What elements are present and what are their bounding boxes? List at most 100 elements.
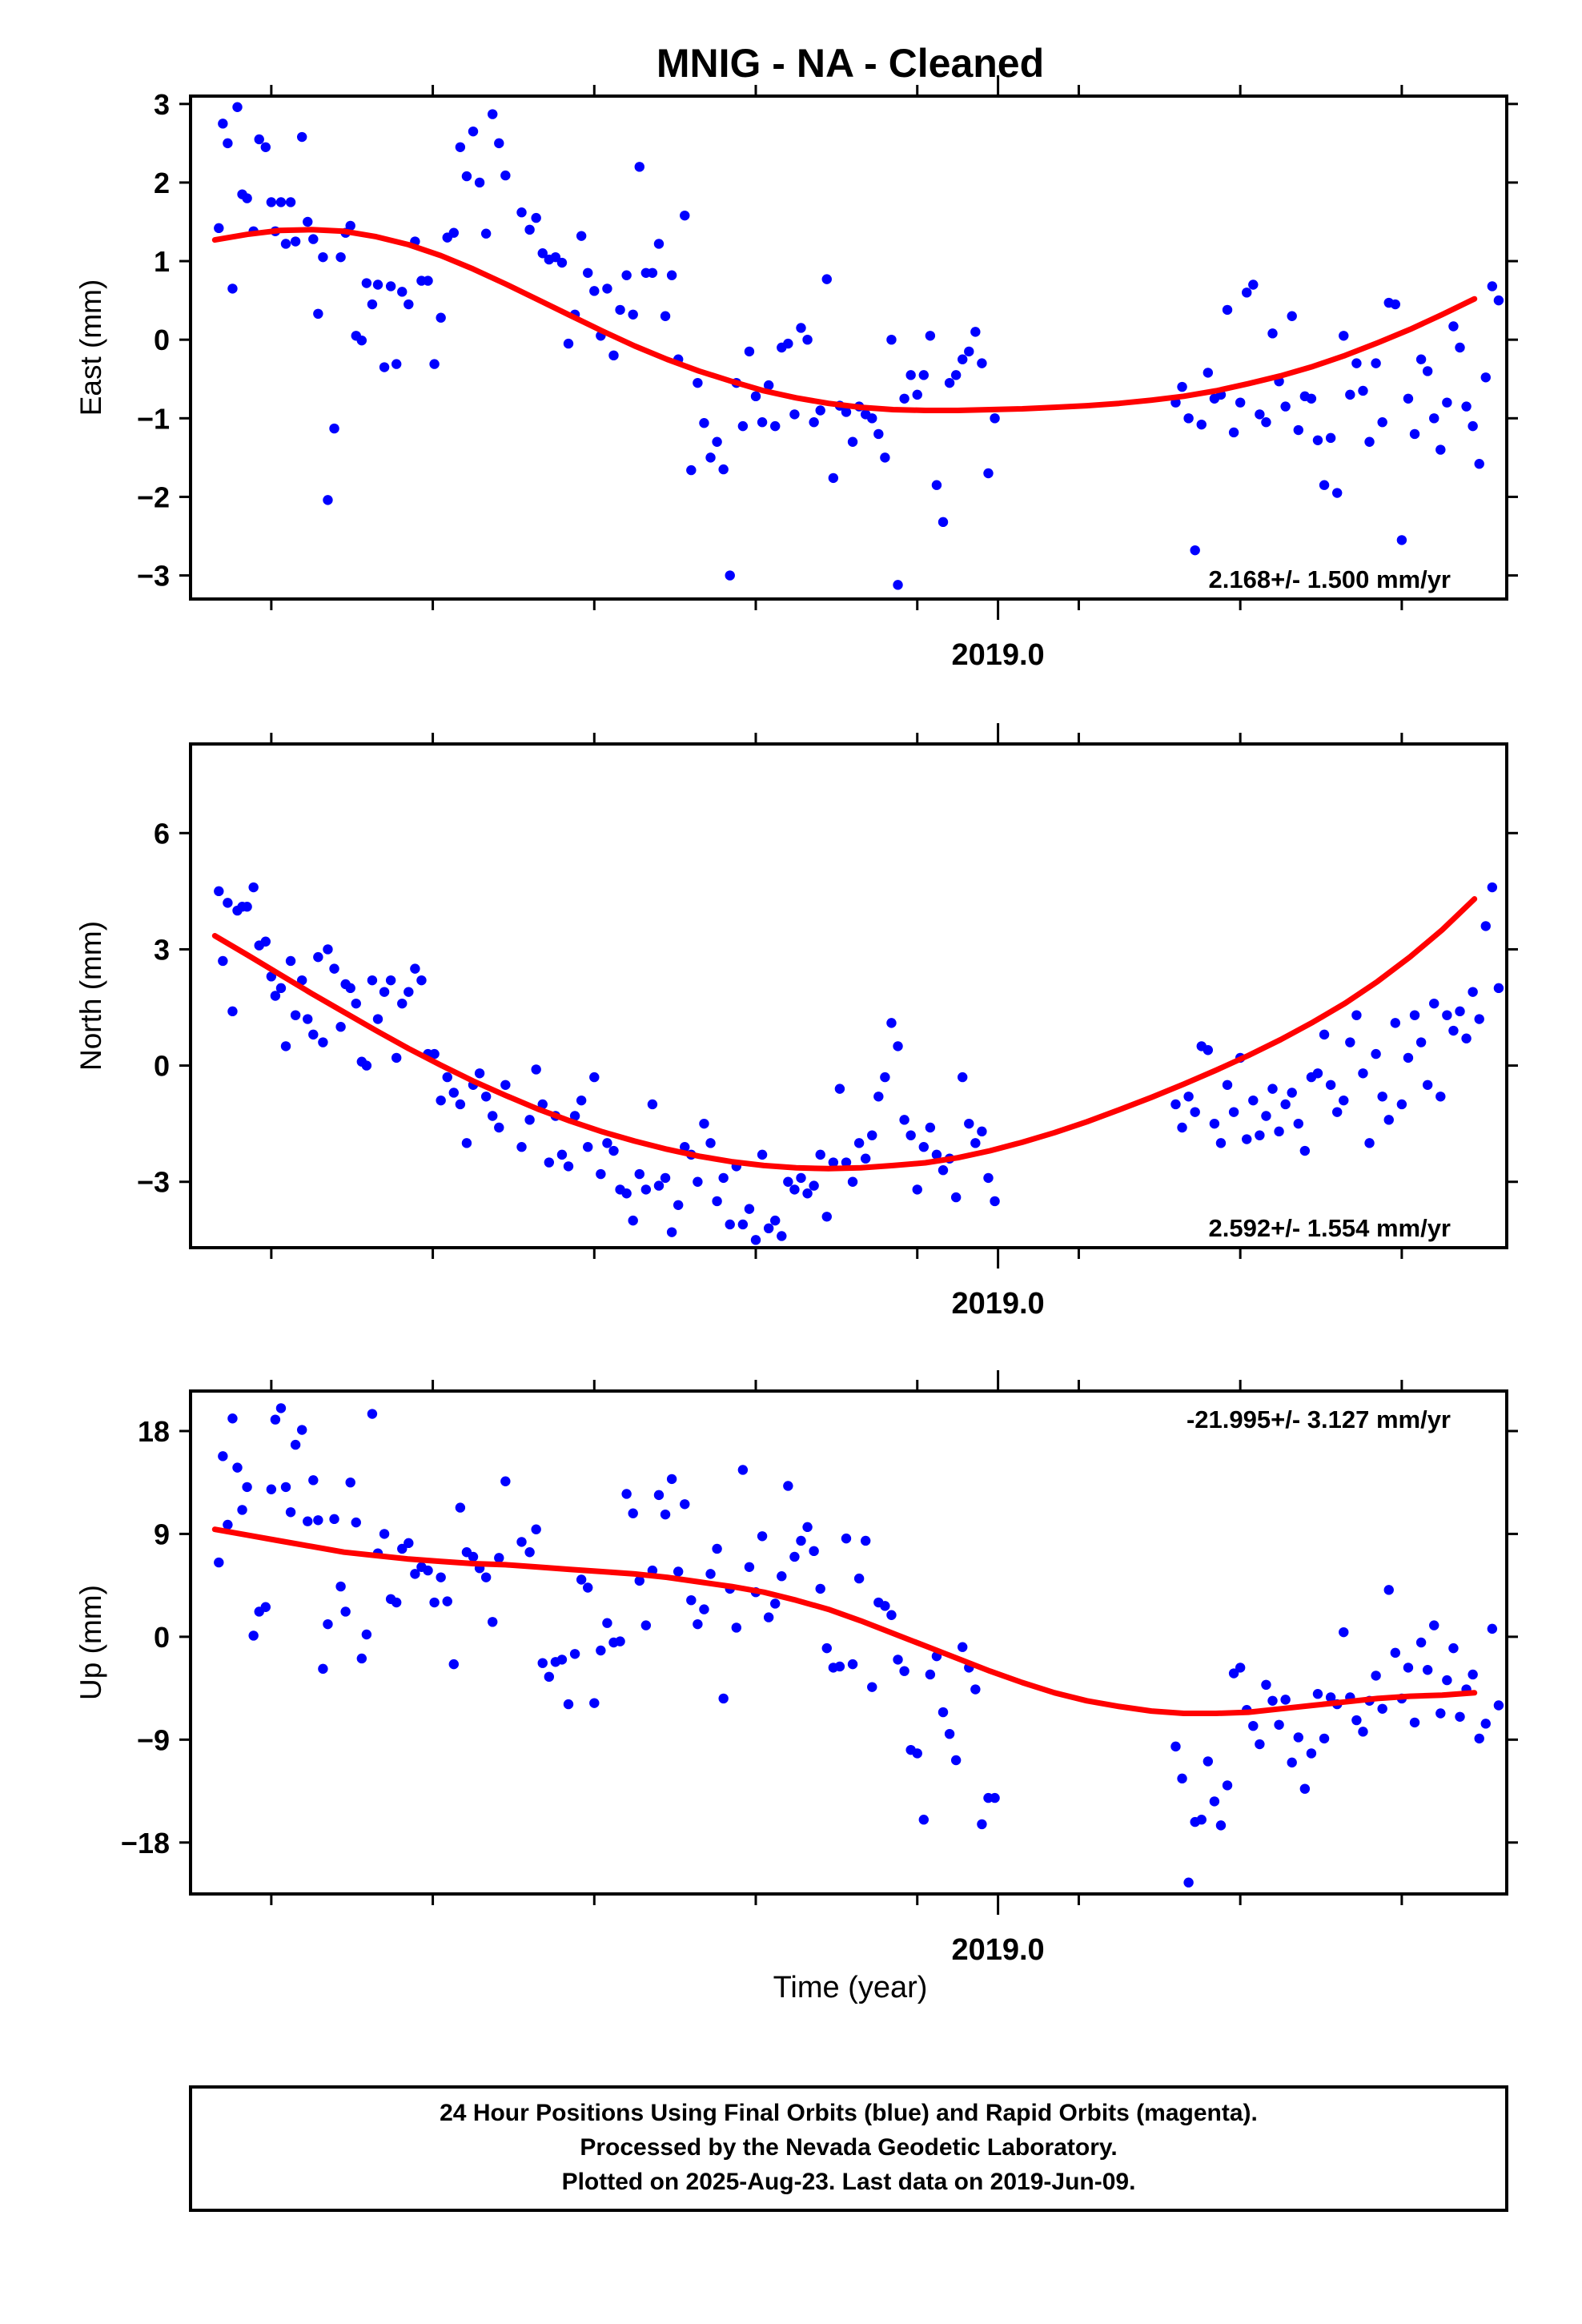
up-point [500,1476,511,1486]
up-point [227,1413,238,1424]
up-point [938,1707,949,1718]
east-ytick-label: 1 [154,245,170,278]
up-point [214,1557,224,1568]
footer-line-2: Processed by the Nevada Geodetic Laborat… [580,2134,1117,2161]
x-axis-label: Time (year) [773,1971,928,2004]
east-point [1339,331,1349,341]
east-point [266,197,277,207]
up-point [1293,1732,1303,1743]
up-point [448,1659,459,1670]
up-point [494,1553,504,1563]
north-point [583,1142,593,1152]
north-point [660,1172,671,1184]
north-point [290,1010,301,1020]
north-point [372,1014,383,1024]
east-point [1177,381,1187,392]
east-point [1468,420,1478,432]
up-point [958,1642,968,1652]
east-point [796,323,806,333]
north-point [990,1196,1000,1207]
north-point [335,1022,346,1032]
north-point [815,1149,825,1160]
east-point [1396,535,1407,545]
east-point [1409,428,1420,440]
north-point [634,1168,644,1180]
up-points [214,1403,1504,1888]
east-point [725,570,735,581]
east-point [550,251,561,263]
north-point [323,944,333,955]
east-point [500,170,511,181]
north-point [886,1018,897,1028]
north-point [544,1157,555,1168]
north-point [569,1111,580,1121]
east-point [404,299,414,310]
north-point [296,975,307,986]
up-point [712,1543,722,1554]
north-point [537,1099,548,1110]
up-point [596,1645,606,1656]
up-point [423,1565,433,1576]
east-point [964,346,974,357]
north-point [556,1149,568,1160]
up-point [345,1477,355,1488]
east-point [1293,424,1303,436]
east-point [372,279,383,290]
north-point [983,1172,994,1184]
east-point [223,138,233,149]
up-point [266,1484,277,1494]
east-point [944,377,955,388]
up-point [1170,1741,1181,1752]
up-point [1358,1727,1368,1737]
east-point [1255,409,1265,420]
up-point [1196,1815,1207,1825]
east-point [1203,368,1214,378]
up-point [789,1551,800,1562]
up-point [232,1462,243,1473]
east-point [227,283,238,294]
east-point [950,370,962,380]
up-point [1415,1637,1427,1648]
north-point [303,1014,313,1024]
up-point [436,1572,446,1582]
east-point [1429,413,1439,424]
east-point [789,409,800,420]
east-point [809,417,819,428]
up-point [1377,1703,1387,1714]
north-point [1377,1092,1387,1102]
east-ytick-label: −3 [137,560,170,593]
north-point [680,1142,690,1152]
east-ytick-label: −2 [137,480,170,513]
east-ytick-label: −1 [137,402,170,435]
up-point [867,1682,877,1692]
up-point [468,1551,479,1562]
up-point [563,1699,574,1710]
up-point [356,1653,367,1664]
north-point [653,1180,665,1191]
east-point [285,197,296,207]
up-point [925,1669,936,1680]
east-point [1228,427,1239,438]
up-point [367,1409,378,1419]
north-point [1396,1099,1407,1110]
up-frame [189,1389,1508,1896]
up-point [1480,1719,1491,1729]
east-y-axis-label: East (mm) [74,279,107,416]
north-ytick-label: 6 [154,817,170,850]
east-point [828,472,839,484]
up-point [634,1575,644,1586]
north-point [737,1219,749,1230]
north-point [442,1072,452,1083]
east-point [693,377,703,388]
north-point [1267,1084,1278,1094]
up-point [977,1819,987,1830]
up-point [666,1474,677,1485]
east-point [1487,281,1498,292]
up-point [847,1659,858,1670]
up-point [1351,1715,1362,1726]
north-point [912,1184,922,1195]
north-point [1409,1010,1420,1020]
north-point [448,1088,459,1098]
up-point [361,1629,372,1640]
up-point [397,1543,408,1554]
